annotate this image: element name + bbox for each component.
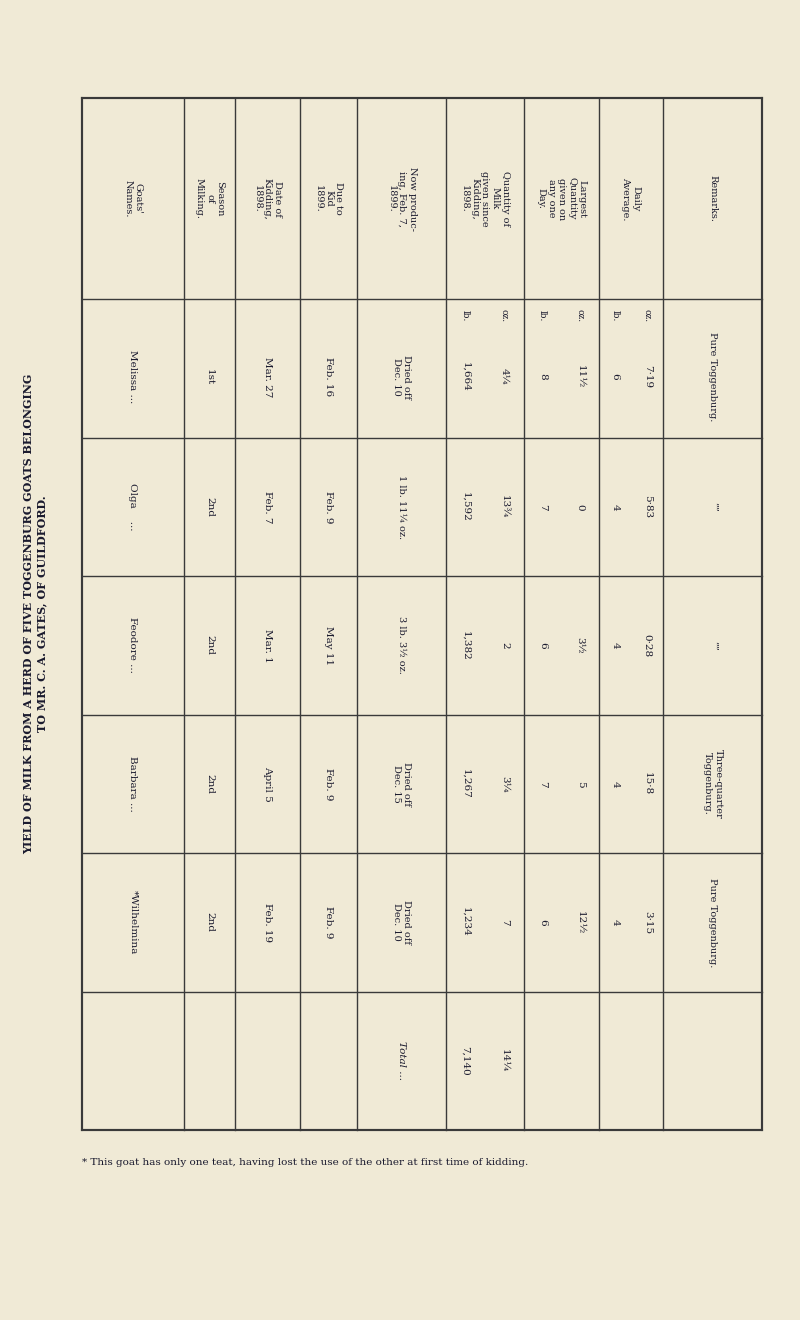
- Text: Feb. 19: Feb. 19: [262, 903, 272, 942]
- Text: 2nd: 2nd: [205, 496, 214, 517]
- Text: Feodore ...: Feodore ...: [129, 618, 138, 673]
- Text: 13¾: 13¾: [500, 495, 509, 519]
- Text: 12½: 12½: [576, 911, 585, 935]
- Text: 14¼: 14¼: [500, 1049, 509, 1072]
- Text: 7,140: 7,140: [461, 1045, 470, 1076]
- Text: Goats'
Names.: Goats' Names.: [123, 180, 142, 218]
- Text: * This goat has only one teat, having lost the use of the other at first time of: * This goat has only one teat, having lo…: [82, 1158, 528, 1167]
- Text: 5·83: 5·83: [642, 495, 652, 519]
- Text: Feb. 7: Feb. 7: [262, 491, 272, 523]
- Text: 0·28: 0·28: [642, 634, 652, 657]
- Text: Feb. 9: Feb. 9: [324, 768, 333, 800]
- Text: oz.: oz.: [500, 309, 509, 322]
- Text: Dried off
Dec. 15: Dried off Dec. 15: [392, 762, 411, 805]
- Text: 15·8: 15·8: [642, 772, 652, 796]
- Text: Feb. 9: Feb. 9: [324, 906, 333, 939]
- Text: 7: 7: [500, 919, 509, 925]
- Bar: [82, 98, 762, 1130]
- Text: Olga    ...: Olga ...: [129, 483, 138, 531]
- Text: 6: 6: [538, 919, 547, 925]
- Text: 1,267: 1,267: [461, 770, 470, 799]
- Text: Pure Toggenburg.: Pure Toggenburg.: [708, 878, 718, 968]
- Text: YIELD OF MILK FROM A HERD OF FIVE TOGGENBURG GOATS BELONGING
TO MR. C. A. GATES,: YIELD OF MILK FROM A HERD OF FIVE TOGGEN…: [23, 374, 47, 854]
- Text: 1,664: 1,664: [461, 362, 470, 392]
- Text: 7: 7: [538, 780, 547, 787]
- Text: ””: ””: [708, 502, 718, 512]
- Text: 11½: 11½: [576, 366, 585, 388]
- Text: Mar. 1: Mar. 1: [262, 628, 272, 663]
- Text: 3½: 3½: [576, 638, 585, 653]
- Text: 3 lb. 3½ oz.: 3 lb. 3½ oz.: [397, 616, 406, 675]
- Text: Largest
Quantity
given on
any one
Day.: Largest Quantity given on any one Day.: [536, 177, 586, 220]
- Text: 1,592: 1,592: [461, 492, 470, 521]
- Text: April 5: April 5: [262, 766, 272, 801]
- Text: Barbara ...: Barbara ...: [129, 756, 138, 812]
- Text: 1,382: 1,382: [461, 631, 470, 660]
- Text: oz.: oz.: [576, 309, 585, 322]
- Text: Three-quarter
Toggenburg.: Three-quarter Toggenburg.: [703, 748, 722, 818]
- Text: Dried off
Dec. 10: Dried off Dec. 10: [392, 355, 411, 399]
- Text: Dried off
Dec. 10: Dried off Dec. 10: [392, 900, 411, 944]
- Text: oz.: oz.: [642, 309, 652, 322]
- Text: lb.: lb.: [610, 310, 619, 322]
- Text: 4: 4: [610, 919, 619, 925]
- Text: ””: ””: [708, 640, 718, 651]
- Text: Now produc-
ing, Feb. 7,
1899.: Now produc- ing, Feb. 7, 1899.: [386, 166, 417, 231]
- Text: 5: 5: [576, 780, 585, 787]
- Text: Daily
Average.: Daily Average.: [622, 177, 641, 220]
- Text: Feb. 16: Feb. 16: [324, 358, 333, 396]
- Text: 4: 4: [610, 504, 619, 511]
- Text: Remarks.: Remarks.: [708, 176, 718, 222]
- Text: Due to
Kid
1899.: Due to Kid 1899.: [314, 182, 343, 215]
- Text: *Wilhelmina: *Wilhelmina: [129, 890, 138, 954]
- Text: lb.: lb.: [538, 310, 547, 322]
- Text: 2: 2: [500, 642, 509, 648]
- Text: 7: 7: [538, 504, 547, 511]
- Text: 3¼: 3¼: [500, 776, 509, 792]
- Text: Season
of
Milking.: Season of Milking.: [194, 178, 224, 219]
- Text: Date of
Kidding,
1898.: Date of Kidding, 1898.: [253, 178, 282, 219]
- Text: 7·19: 7·19: [642, 366, 652, 388]
- Text: Melissa ...: Melissa ...: [129, 350, 138, 404]
- Text: 2nd: 2nd: [205, 635, 214, 656]
- Text: Feb. 9: Feb. 9: [324, 491, 333, 523]
- Text: Quantity of
Milk
given since
Kidding,
1898.: Quantity of Milk given since Kidding, 18…: [460, 170, 510, 227]
- Text: 2nd: 2nd: [205, 774, 214, 793]
- Text: Pure Toggenburg.: Pure Toggenburg.: [708, 333, 718, 421]
- Text: 4¼: 4¼: [500, 368, 509, 385]
- Text: 3·15: 3·15: [642, 911, 652, 933]
- Text: 2nd: 2nd: [205, 912, 214, 932]
- Text: lb.: lb.: [461, 310, 470, 322]
- Text: 6: 6: [538, 642, 547, 648]
- Text: Total ...: Total ...: [397, 1041, 406, 1080]
- Text: 1 lb. 11¼ oz.: 1 lb. 11¼ oz.: [397, 475, 406, 539]
- Text: 4: 4: [610, 642, 619, 648]
- Text: 1st: 1st: [205, 368, 214, 385]
- Text: 1,234: 1,234: [461, 907, 470, 937]
- Text: 8: 8: [538, 374, 547, 380]
- Text: 6: 6: [610, 374, 619, 380]
- Text: Mar. 27: Mar. 27: [262, 356, 272, 397]
- Text: 0: 0: [576, 504, 585, 511]
- Text: 4: 4: [610, 780, 619, 787]
- Text: May 11: May 11: [324, 626, 333, 665]
